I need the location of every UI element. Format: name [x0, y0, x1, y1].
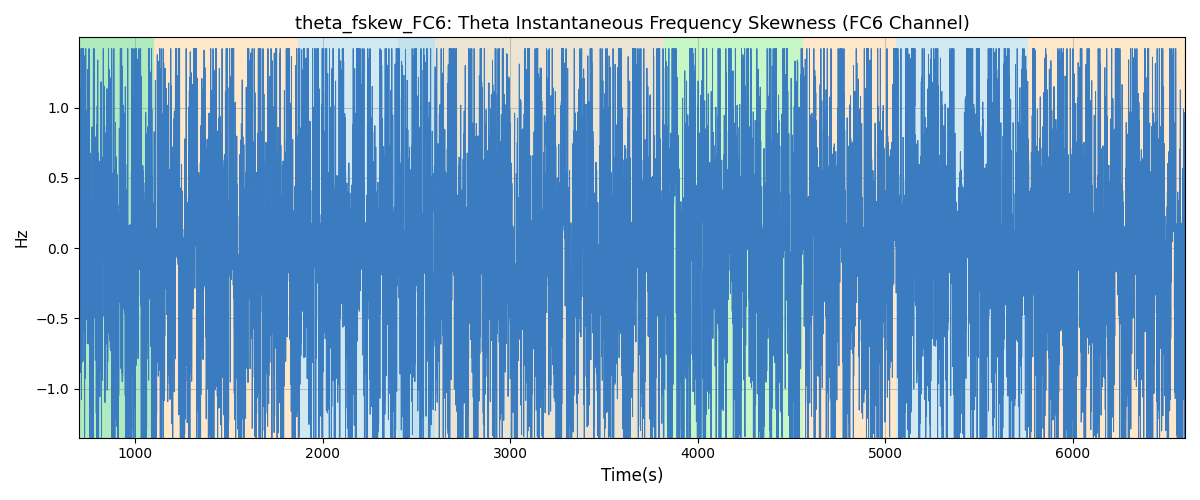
- Bar: [154, 38, 299, 438]
- Bar: [397, 38, 664, 438]
- Bar: [436, 38, 664, 438]
- Bar: [896, 38, 1027, 438]
- Bar: [4, 38, 154, 438]
- Bar: [803, 38, 896, 438]
- Bar: [1027, 38, 1186, 438]
- X-axis label: Time(s): Time(s): [601, 467, 664, 485]
- Bar: [79, 38, 154, 438]
- Title: theta_fskew_FC6: Theta Instantaneous Frequency Skewness (FC6 Channel): theta_fskew_FC6: Theta Instantaneous Fre…: [294, 15, 970, 34]
- Y-axis label: Hz: Hz: [14, 228, 30, 248]
- Bar: [664, 38, 803, 438]
- Bar: [299, 38, 436, 438]
